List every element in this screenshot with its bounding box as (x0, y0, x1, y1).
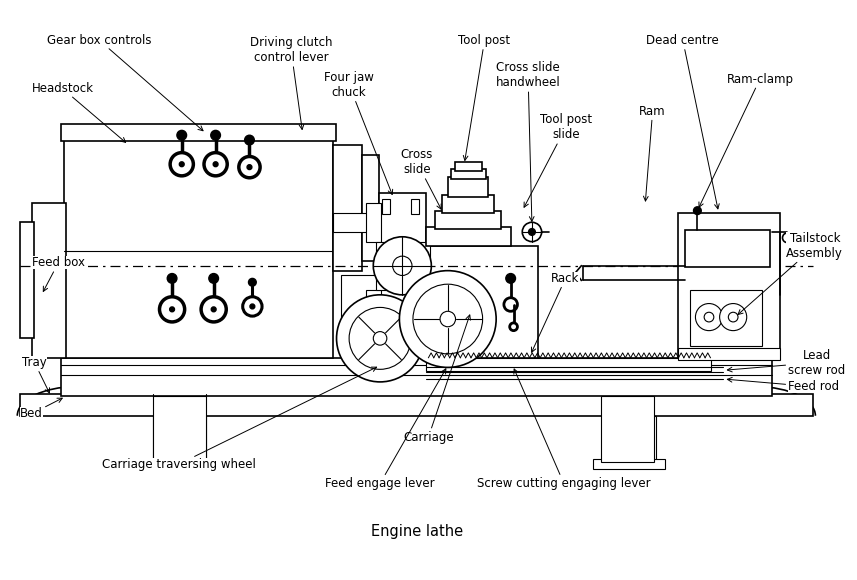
Bar (333, 145, 362, 271)
Circle shape (244, 135, 255, 145)
Circle shape (179, 162, 184, 166)
Text: Screw cutting engaging lever: Screw cutting engaging lever (477, 369, 650, 490)
Bar (593, 459, 665, 469)
Circle shape (249, 278, 256, 286)
Bar (423, 246, 537, 361)
Text: Carriage traversing wheel: Carriage traversing wheel (102, 367, 376, 470)
Circle shape (399, 271, 496, 367)
Circle shape (247, 165, 252, 169)
Text: Feed box: Feed box (32, 256, 85, 291)
Text: Feed rod: Feed rod (728, 378, 840, 393)
Circle shape (239, 157, 261, 178)
Text: Four jaw
chuck: Four jaw chuck (324, 71, 393, 194)
Circle shape (243, 297, 262, 316)
Bar (419, 242, 430, 290)
Bar (32, 203, 66, 358)
Circle shape (782, 233, 792, 242)
Text: Cross slide
handwheel: Cross slide handwheel (495, 61, 560, 222)
Bar (454, 162, 482, 171)
Circle shape (159, 297, 184, 322)
Bar (601, 396, 654, 462)
Bar (690, 290, 762, 346)
Circle shape (440, 311, 456, 327)
Bar (341, 276, 428, 358)
Text: Driving clutch
control lever: Driving clutch control lever (250, 36, 333, 129)
Circle shape (209, 274, 219, 283)
Bar (435, 211, 501, 229)
Circle shape (374, 237, 431, 295)
Text: Cross
slide: Cross slide (400, 148, 441, 209)
Circle shape (167, 274, 177, 283)
Circle shape (413, 284, 482, 354)
Text: Tailstock
Assembly: Tailstock Assembly (738, 233, 843, 314)
Text: Ram: Ram (639, 104, 666, 201)
Circle shape (204, 153, 227, 176)
Bar (362, 154, 379, 261)
Bar (685, 230, 770, 267)
Text: Tool post: Tool post (458, 34, 511, 161)
Circle shape (510, 323, 518, 331)
Text: Feed engage lever: Feed engage lever (326, 369, 446, 490)
Bar (426, 227, 511, 246)
Text: Gear box controls: Gear box controls (47, 34, 203, 130)
Circle shape (393, 256, 412, 276)
Text: Engine lathe: Engine lathe (371, 524, 464, 539)
Bar (379, 193, 426, 329)
Bar (21, 394, 813, 416)
Bar (442, 195, 494, 213)
Bar (382, 317, 390, 332)
Circle shape (728, 312, 738, 322)
Bar (602, 416, 656, 464)
Bar (411, 317, 419, 332)
Text: Tool post
slide: Tool post slide (524, 114, 592, 207)
Bar (143, 459, 216, 469)
Bar (153, 416, 206, 464)
Bar (333, 213, 379, 232)
Bar (153, 396, 206, 462)
Circle shape (522, 222, 542, 242)
Circle shape (211, 130, 220, 140)
Circle shape (720, 303, 746, 331)
Bar (678, 348, 780, 360)
Bar (426, 358, 711, 371)
Bar (382, 199, 390, 213)
Bar (678, 213, 780, 358)
Text: Dead centre: Dead centre (646, 34, 719, 209)
Circle shape (349, 307, 411, 369)
Circle shape (506, 274, 516, 283)
Text: Carriage: Carriage (403, 315, 470, 444)
Text: Rack: Rack (531, 272, 579, 352)
Bar (411, 199, 419, 213)
Bar (366, 290, 381, 329)
Circle shape (171, 153, 194, 176)
Bar (451, 169, 486, 179)
Circle shape (529, 229, 536, 235)
Circle shape (704, 312, 714, 322)
Text: Tray: Tray (22, 356, 50, 393)
Text: Lead
screw rod: Lead screw rod (728, 349, 846, 376)
Bar (366, 203, 381, 242)
Circle shape (170, 307, 175, 312)
Circle shape (693, 207, 701, 215)
Circle shape (374, 332, 387, 345)
Text: Headstock: Headstock (32, 82, 126, 142)
Bar (376, 242, 388, 290)
Bar (61, 358, 772, 396)
Circle shape (212, 307, 216, 312)
Circle shape (337, 295, 423, 382)
Circle shape (201, 297, 226, 322)
Bar (61, 124, 336, 141)
Text: Bed: Bed (21, 398, 63, 420)
Circle shape (695, 303, 722, 331)
Text: Ram-clamp: Ram-clamp (699, 72, 794, 207)
Circle shape (177, 130, 187, 140)
Circle shape (213, 162, 218, 166)
Bar (21, 222, 33, 338)
Bar (448, 177, 488, 197)
Bar (63, 130, 333, 358)
Circle shape (504, 298, 518, 311)
Polygon shape (581, 266, 588, 280)
Circle shape (250, 304, 255, 309)
